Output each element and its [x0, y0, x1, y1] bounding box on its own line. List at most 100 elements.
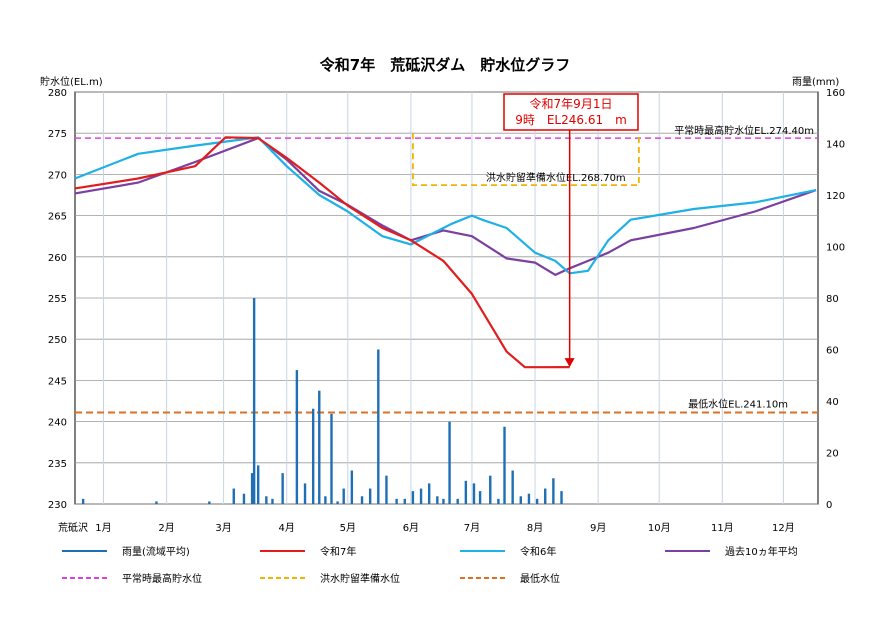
month-tick: 1月: [95, 522, 111, 534]
rain-bar: [368, 488, 372, 504]
rain-bar: [208, 501, 211, 504]
rain-bar: [303, 483, 307, 504]
y-tick-right: 120: [826, 191, 845, 202]
month-tick: 3月: [215, 522, 231, 534]
month-tick: 2月: [158, 522, 174, 534]
series-lines: [74, 136, 817, 369]
y-tick-left: 255: [48, 294, 67, 305]
rain-bar: [552, 478, 555, 504]
rain-bar: [330, 413, 333, 504]
rain-bar: [336, 501, 339, 504]
rain-bars: [81, 298, 563, 504]
rain-bar: [544, 488, 547, 504]
rain-bar: [265, 496, 268, 504]
rain-bar: [360, 496, 364, 504]
rain-bar: [503, 426, 506, 504]
rain-bar: [385, 475, 388, 504]
series-r7-line: [74, 136, 570, 369]
y-tick-left: 275: [48, 129, 67, 140]
y-tick-right: 80: [826, 294, 839, 305]
rain-bar: [403, 498, 406, 504]
legend-label: 洪水貯留準備水位: [320, 572, 400, 585]
chart-title: 令和7年 荒砥沢ダム 貯水位グラフ: [320, 56, 570, 74]
rain-bar: [395, 498, 398, 504]
annotation-value: 9時 EL246.61 m: [515, 113, 627, 127]
rain-bar: [448, 421, 451, 504]
max-normal-label: 平常時最高貯水位EL.274.40m: [674, 124, 814, 137]
rain-bar: [377, 349, 380, 504]
reference-lines: 平常時最高貯水位EL.274.40m 洪水貯留準備水位EL.268.70m 最低水位…: [75, 124, 818, 414]
rain-bar: [497, 498, 500, 504]
rain-bar: [560, 491, 563, 504]
y-tick-right: 40: [826, 397, 839, 408]
rain-bar: [519, 496, 522, 504]
y-ticks-left: 230 235 240 245 250 255 260 265 270 275 280: [48, 88, 67, 511]
y-axis-right-label: 雨量(mm): [792, 76, 839, 88]
flood-prep-label: 洪水貯留準備水位EL.268.70m: [486, 171, 626, 184]
y-tick-left: 235: [48, 459, 67, 470]
rain-bar: [271, 498, 274, 504]
legend-label: 令和6年: [520, 545, 556, 558]
rain-bar: [442, 498, 445, 504]
grid: [75, 91, 818, 505]
month-tick: 8月: [527, 522, 543, 534]
y-ticks-right: 0 20 40 60 80 100 120 140 160: [826, 88, 845, 511]
rain-bar: [489, 475, 492, 504]
y-tick-right: 140: [826, 140, 845, 151]
location-label: 荒砥沢: [58, 521, 88, 534]
rain-bar: [411, 491, 415, 504]
rain-bar: [311, 408, 315, 504]
legend-label: 最低水位: [520, 572, 560, 585]
y-tick-left: 280: [48, 88, 67, 99]
rain-bar: [419, 488, 423, 504]
rain-bar: [250, 473, 254, 504]
month-tick: 4月: [279, 522, 295, 534]
month-ticks: 1月 2月 3月 4月 5月 6月 7月 8月 9月 10月 11月 12月: [95, 522, 794, 534]
y-tick-right: 160: [826, 88, 845, 99]
annotation-date: 令和7年9月1日: [530, 96, 613, 111]
rain-bar: [257, 465, 260, 504]
rain-bar: [436, 496, 439, 504]
y-tick-right: 0: [826, 500, 832, 511]
y-tick-left: 230: [48, 500, 67, 511]
month-tick: 10月: [648, 522, 671, 534]
rain-bar: [342, 488, 345, 504]
y-axis-left-label: 貯水位(EL.m): [40, 75, 103, 88]
y-tick-left: 250: [48, 335, 67, 346]
month-tick: 12月: [772, 522, 795, 534]
rain-bar: [464, 480, 468, 504]
legend-label: 過去10ヵ年平均: [725, 545, 798, 558]
y-tick-left: 260: [48, 253, 67, 264]
rain-bar: [456, 498, 459, 504]
rain-bar: [478, 491, 482, 504]
rain-bar: [281, 473, 284, 504]
rain-bar: [81, 498, 85, 504]
rain-bar: [318, 390, 321, 504]
rain-bar: [472, 483, 476, 504]
rain-bar: [252, 298, 256, 504]
series-avg-line: [74, 137, 817, 276]
rain-bar: [535, 498, 539, 504]
rain-bar: [232, 488, 235, 504]
y-tick-right: 60: [826, 346, 839, 357]
rain-bar: [527, 493, 531, 504]
y-tick-right: 100: [826, 243, 845, 254]
y-tick-right: 20: [826, 449, 839, 460]
month-tick: 5月: [340, 522, 356, 534]
rain-bar: [511, 470, 514, 504]
rain-bar: [324, 496, 327, 504]
y-tick-left: 240: [48, 418, 67, 429]
rain-bar: [295, 370, 299, 504]
month-tick: 9月: [590, 522, 606, 534]
annotation-box: [503, 93, 639, 131]
y-tick-left: 245: [48, 376, 67, 387]
rain-bar: [155, 501, 158, 504]
legend-label: 平常時最高貯水位: [122, 572, 202, 585]
y-tick-left: 270: [48, 170, 67, 181]
month-tick: 7月: [464, 522, 480, 534]
rain-bar: [242, 493, 246, 504]
annotation: 令和7年9月1日 9時 EL246.61 m: [503, 93, 639, 368]
y-tick-left: 265: [48, 212, 67, 223]
